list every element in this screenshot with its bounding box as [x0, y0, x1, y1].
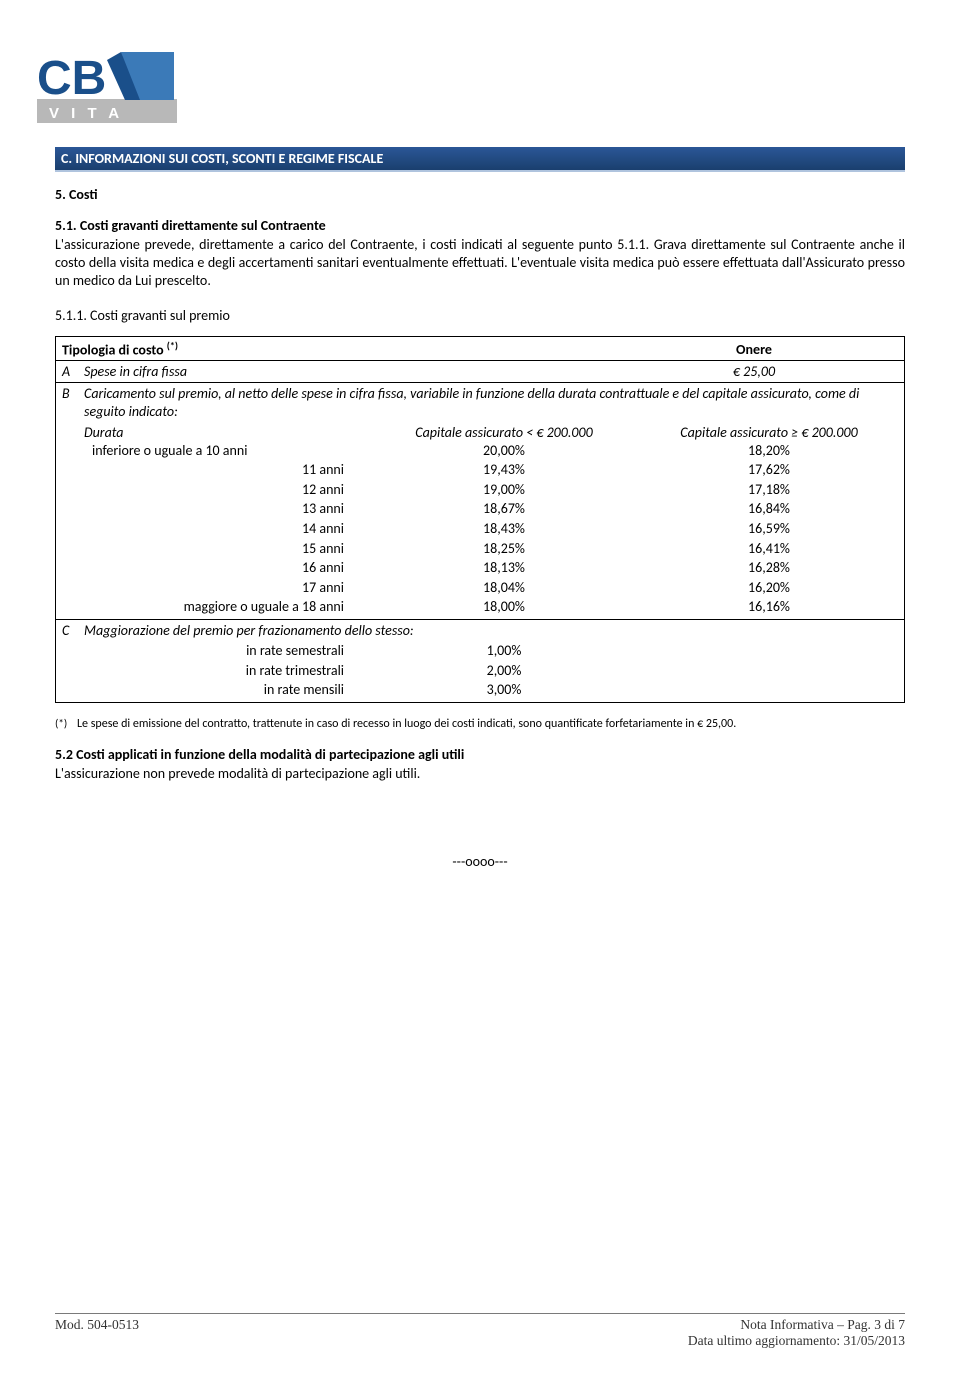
table-row: 14 anni18,43%16,59%	[84, 519, 904, 539]
pct-lt-cell: 18,67%	[374, 499, 634, 519]
table-row: 17 anni18,04%16,20%	[84, 578, 904, 598]
footer-right-2: Data ultimo aggiornamento: 31/05/2013	[688, 1333, 905, 1349]
section-5-title: 5. Costi	[55, 186, 905, 203]
pct-lt-cell: 19,43%	[374, 460, 634, 480]
table-row: inferiore o uguale a 10 anni20,00%18,20%	[84, 441, 904, 461]
duration-cell: 14 anni	[84, 519, 374, 539]
svg-text:V I T A: V I T A	[49, 105, 123, 122]
rate-pct-cell: 3,00%	[374, 680, 634, 700]
row-a-letter: A	[56, 361, 84, 382]
rate-label-cell: in rate trimestrali	[84, 661, 374, 681]
page-footer: Mod. 504-0513 Nota Informativa – Pag. 3 …	[55, 1313, 905, 1349]
section-5-1-body: L'assicurazione prevede, direttamente a …	[55, 236, 905, 291]
pct-gte-cell: 16,20%	[634, 578, 904, 598]
duration-cell: maggiore o uguale a 18 anni	[84, 597, 374, 617]
rate-pct-cell: 2,00%	[374, 661, 634, 681]
pct-lt-cell: 18,25%	[374, 539, 634, 559]
footer-left: Mod. 504-0513	[55, 1317, 139, 1349]
table-row-a: A Spese in cifra fissa € 25,00	[56, 361, 904, 383]
header-sup: (*)	[167, 339, 178, 352]
row-c-intro: Maggiorazione del premio per frazionamen…	[84, 620, 904, 641]
col-cap-lt: Capitale assicurato < € 200.000	[374, 424, 634, 441]
duration-cell: inferiore o uguale a 10 anni	[84, 441, 374, 461]
row-b-columns: Durata Capitale assicurato < € 200.000 C…	[84, 424, 904, 441]
pct-gte-cell: 17,62%	[634, 460, 904, 480]
table-row: maggiore o uguale a 18 anni18,00%16,16%	[84, 597, 904, 617]
table-row: in rate semestrali1,00%	[84, 641, 904, 661]
pct-lt-cell: 18,04%	[374, 578, 634, 598]
row-c-letter: C	[56, 620, 84, 641]
col-durata: Durata	[84, 424, 374, 441]
row-b-letter: B	[56, 383, 84, 404]
duration-cell: 11 anni	[84, 460, 374, 480]
pct-lt-cell: 18,13%	[374, 558, 634, 578]
table-row-c: C Maggiorazione del premio per frazionam…	[56, 620, 904, 702]
table-row: 12 anni19,00%17,18%	[84, 480, 904, 500]
table-row: 15 anni18,25%16,41%	[84, 539, 904, 559]
duration-cell: 15 anni	[84, 539, 374, 559]
table-row: in rate trimestrali2,00%	[84, 661, 904, 681]
section-5-2-body: L'assicurazione non prevede modalità di …	[55, 765, 905, 783]
logo: V I T A CB	[37, 50, 905, 129]
table-row: 13 anni18,67%16,84%	[84, 499, 904, 519]
pct-lt-cell: 18,00%	[374, 597, 634, 617]
footnote: (*) Le spese di emissione del contratto,…	[55, 717, 905, 732]
table-row-b: B Caricamento sul premio, al netto delle…	[56, 383, 904, 620]
rate-label-cell: in rate semestrali	[84, 641, 374, 661]
pct-lt-cell: 19,00%	[374, 480, 634, 500]
table-row: 11 anni19,43%17,62%	[84, 460, 904, 480]
separator-oooo: ---oooo---	[55, 853, 905, 870]
pct-gte-cell: 18,20%	[634, 441, 904, 461]
pct-gte-cell: 16,59%	[634, 519, 904, 539]
pct-gte-cell: 16,28%	[634, 558, 904, 578]
col-cap-gte: Capitale assicurato ≥ € 200.000	[634, 424, 904, 441]
footnote-text: Le spese di emissione del contratto, tra…	[77, 717, 736, 732]
duration-cell: 13 anni	[84, 499, 374, 519]
table-header-row: Tipologia di costo (*) Onere	[56, 337, 904, 362]
row-a-label: Spese in cifra fissa	[84, 361, 604, 382]
duration-cell: 12 anni	[84, 480, 374, 500]
pct-gte-cell: 16,41%	[634, 539, 904, 559]
pct-lt-cell: 20,00%	[374, 441, 634, 461]
svg-text:CB: CB	[37, 52, 106, 105]
pct-gte-cell: 16,84%	[634, 499, 904, 519]
duration-cell: 16 anni	[84, 558, 374, 578]
table-row: in rate mensili3,00%	[84, 680, 904, 700]
rate-pct-cell: 1,00%	[374, 641, 634, 661]
header-tipologia: Tipologia di costo	[62, 341, 167, 358]
footnote-marker: (*)	[55, 717, 77, 732]
pct-gte-cell: 16,16%	[634, 597, 904, 617]
row-b-intro: Caricamento sul premio, al netto delle s…	[84, 383, 904, 423]
pct-lt-cell: 18,43%	[374, 519, 634, 539]
table-row: 16 anni18,13%16,28%	[84, 558, 904, 578]
section-5-2-title: 5.2 Costi applicati in funzione della mo…	[55, 746, 905, 763]
section-header: C. INFORMAZIONI SUI COSTI, SCONTI E REGI…	[55, 147, 905, 172]
header-onere: Onere	[604, 339, 904, 360]
footer-right-1: Nota Informativa – Pag. 3 di 7	[688, 1317, 905, 1333]
row-a-value: € 25,00	[604, 363, 904, 380]
rate-label-cell: in rate mensili	[84, 680, 374, 700]
pct-gte-cell: 17,18%	[634, 480, 904, 500]
section-5-1-1-title: 5.1.1. Costi gravanti sul premio	[55, 307, 905, 324]
section-5-1-title: 5.1. Costi gravanti direttamente sul Con…	[55, 217, 905, 234]
cost-table: Tipologia di costo (*) Onere A Spese in …	[55, 336, 905, 703]
duration-cell: 17 anni	[84, 578, 374, 598]
